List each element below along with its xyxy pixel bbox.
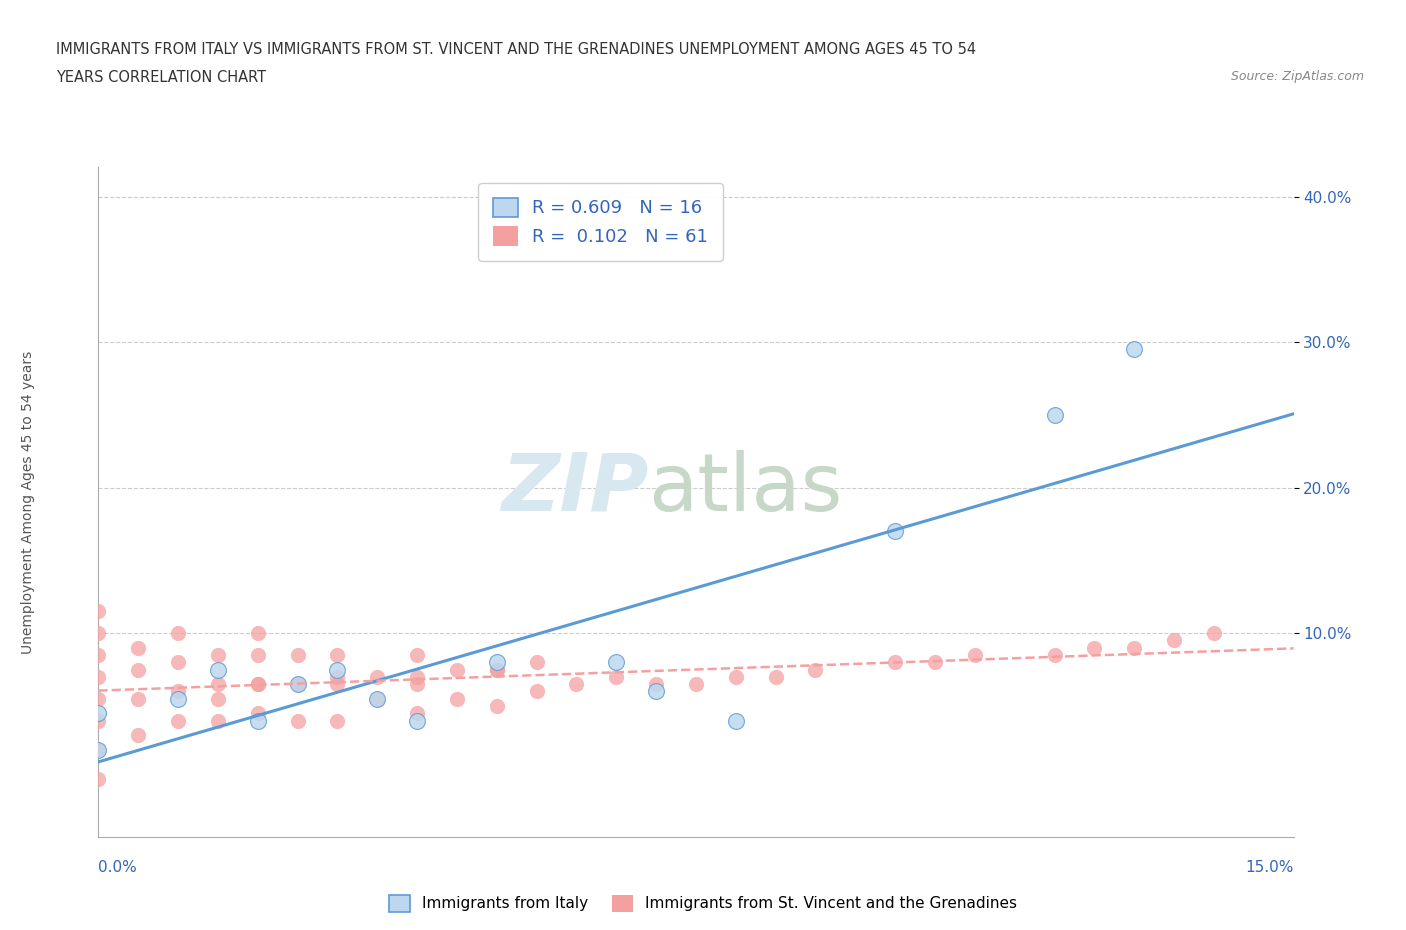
Text: Unemployment Among Ages 45 to 54 years: Unemployment Among Ages 45 to 54 years xyxy=(21,351,35,654)
Point xyxy=(246,706,269,721)
Point xyxy=(246,677,269,692)
Point xyxy=(724,670,747,684)
Point xyxy=(485,662,508,677)
Point xyxy=(127,727,149,742)
Point xyxy=(167,684,190,698)
Point xyxy=(207,691,229,706)
Point xyxy=(87,742,110,757)
Point xyxy=(366,691,388,706)
Point xyxy=(685,677,707,692)
Point xyxy=(406,677,429,692)
Text: 15.0%: 15.0% xyxy=(1246,860,1294,875)
Point xyxy=(207,662,229,677)
Point xyxy=(605,670,627,684)
Point xyxy=(446,662,468,677)
Point xyxy=(924,655,946,670)
Point xyxy=(246,713,269,728)
Point xyxy=(1043,647,1066,662)
Point xyxy=(246,677,269,692)
Point xyxy=(87,670,110,684)
Point xyxy=(804,662,827,677)
Point xyxy=(87,771,110,786)
Point xyxy=(167,626,190,641)
Point xyxy=(207,677,229,692)
Point xyxy=(167,691,190,706)
Point xyxy=(765,670,787,684)
Legend: R = 0.609   N = 16, R =  0.102   N = 61: R = 0.609 N = 16, R = 0.102 N = 61 xyxy=(478,183,723,260)
Point xyxy=(406,647,429,662)
Point xyxy=(326,662,349,677)
Text: YEARS CORRELATION CHART: YEARS CORRELATION CHART xyxy=(56,70,266,85)
Point xyxy=(565,677,588,692)
Text: atlas: atlas xyxy=(648,450,842,528)
Point xyxy=(884,524,907,538)
Point xyxy=(246,626,269,641)
Point xyxy=(207,647,229,662)
Point xyxy=(287,677,309,692)
Point xyxy=(87,742,110,757)
Point xyxy=(287,677,309,692)
Point xyxy=(326,677,349,692)
Point xyxy=(326,670,349,684)
Point xyxy=(287,713,309,728)
Point xyxy=(406,670,429,684)
Text: Source: ZipAtlas.com: Source: ZipAtlas.com xyxy=(1230,70,1364,83)
Point xyxy=(406,713,429,728)
Point xyxy=(87,626,110,641)
Point xyxy=(485,662,508,677)
Point xyxy=(485,698,508,713)
Point xyxy=(605,655,627,670)
Point xyxy=(127,662,149,677)
Point xyxy=(526,655,548,670)
Point xyxy=(1123,641,1146,656)
Point xyxy=(406,706,429,721)
Point xyxy=(526,684,548,698)
Point xyxy=(1123,342,1146,357)
Point xyxy=(287,677,309,692)
Point xyxy=(87,647,110,662)
Point xyxy=(963,647,986,662)
Point xyxy=(87,713,110,728)
Point xyxy=(1043,407,1066,422)
Text: ZIP: ZIP xyxy=(501,450,648,528)
Point xyxy=(87,604,110,618)
Point xyxy=(127,641,149,656)
Point xyxy=(645,677,668,692)
Point xyxy=(366,691,388,706)
Point xyxy=(167,713,190,728)
Point xyxy=(366,670,388,684)
Point xyxy=(1163,633,1185,648)
Point xyxy=(645,684,668,698)
Text: IMMIGRANTS FROM ITALY VS IMMIGRANTS FROM ST. VINCENT AND THE GRENADINES UNEMPLOY: IMMIGRANTS FROM ITALY VS IMMIGRANTS FROM… xyxy=(56,42,976,57)
Point xyxy=(246,647,269,662)
Point xyxy=(326,647,349,662)
Point xyxy=(87,706,110,721)
Point xyxy=(446,691,468,706)
Point xyxy=(1083,641,1105,656)
Point xyxy=(207,713,229,728)
Point xyxy=(167,655,190,670)
Point xyxy=(485,655,508,670)
Point xyxy=(287,647,309,662)
Point xyxy=(326,713,349,728)
Text: 0.0%: 0.0% xyxy=(98,860,138,875)
Point xyxy=(884,655,907,670)
Point xyxy=(127,691,149,706)
Legend: Immigrants from Italy, Immigrants from St. Vincent and the Grenadines: Immigrants from Italy, Immigrants from S… xyxy=(382,889,1024,918)
Point xyxy=(87,691,110,706)
Point xyxy=(724,713,747,728)
Point xyxy=(1202,626,1225,641)
